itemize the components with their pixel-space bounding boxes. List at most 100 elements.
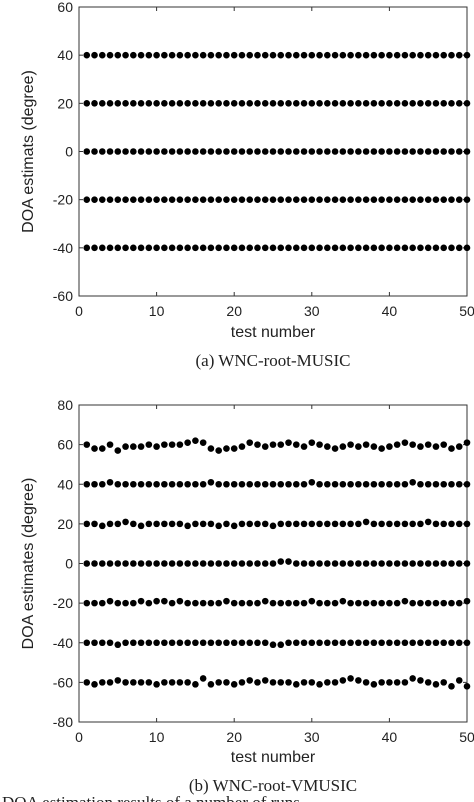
data-point — [137, 148, 145, 155]
data-point — [98, 196, 106, 203]
data-point — [401, 51, 409, 59]
data-point — [114, 51, 122, 59]
data-point — [106, 478, 114, 486]
data-point — [261, 480, 269, 488]
y-tick-label: 60 — [57, 437, 73, 453]
data-point — [362, 244, 370, 252]
data-point — [145, 441, 153, 448]
data-point — [223, 480, 230, 488]
data-point — [91, 560, 98, 567]
data-point — [130, 244, 137, 252]
data-point — [448, 51, 455, 59]
data-point — [230, 196, 238, 203]
data-point — [269, 599, 277, 607]
data-point — [261, 244, 269, 252]
data-point — [432, 244, 440, 252]
data-point — [463, 196, 471, 203]
data-point — [393, 441, 401, 448]
data-point — [207, 681, 215, 688]
data-point — [331, 520, 339, 528]
data-point — [440, 599, 448, 607]
data-point — [106, 244, 114, 252]
data-point — [238, 679, 246, 686]
data-point — [347, 639, 354, 647]
data-point — [378, 480, 385, 488]
data-point — [448, 683, 455, 690]
data-point — [277, 641, 285, 649]
y-tick-label: -60 — [53, 674, 73, 690]
data-point — [168, 520, 176, 528]
data-point — [308, 478, 316, 486]
y-tick-label: 20 — [57, 95, 73, 111]
data-point — [269, 679, 277, 686]
data-point — [230, 522, 238, 530]
data-point — [331, 445, 339, 452]
data-point — [331, 639, 339, 647]
data-point — [440, 100, 448, 107]
data-point — [455, 148, 463, 155]
data-point — [199, 51, 207, 59]
data-point — [98, 100, 106, 107]
data-point — [292, 599, 300, 607]
data-point — [285, 679, 292, 686]
data-point — [83, 480, 91, 488]
data-point — [292, 681, 300, 688]
data-point — [145, 244, 153, 252]
data-point — [215, 522, 222, 530]
data-point — [145, 520, 153, 528]
data-point — [300, 51, 308, 59]
data-point — [91, 51, 98, 59]
data-point — [347, 441, 354, 448]
data-point — [424, 480, 432, 488]
data-point — [184, 439, 191, 446]
data-point — [347, 100, 354, 107]
data-point — [106, 520, 114, 528]
data-point — [424, 518, 432, 526]
data-point — [192, 480, 199, 488]
data-point — [417, 196, 424, 203]
data-point — [393, 560, 401, 567]
data-point — [316, 480, 323, 488]
data-point — [331, 196, 339, 203]
data-point — [339, 480, 347, 488]
data-point — [83, 520, 91, 528]
data-point — [246, 244, 254, 252]
data-point — [432, 443, 440, 450]
data-point — [238, 196, 246, 203]
data-point — [254, 679, 261, 686]
data-point — [432, 148, 440, 155]
data-point — [223, 639, 230, 647]
data-point — [277, 480, 285, 488]
data-point — [192, 560, 199, 567]
data-point — [153, 51, 160, 59]
data-point — [347, 675, 354, 682]
data-point — [199, 100, 207, 107]
data-point — [254, 244, 261, 252]
data-point — [223, 679, 230, 686]
data-point — [463, 560, 471, 567]
data-point — [192, 520, 199, 528]
data-point — [401, 679, 409, 686]
data-point — [277, 599, 285, 607]
data-point — [324, 443, 331, 450]
data-point — [455, 560, 463, 567]
data-point — [161, 51, 168, 59]
data-point — [339, 560, 347, 567]
data-point — [114, 641, 122, 649]
data-point — [223, 597, 230, 605]
data-point — [386, 639, 393, 647]
data-point — [254, 148, 261, 155]
data-point — [440, 196, 448, 203]
data-point — [98, 522, 106, 530]
data-point — [417, 599, 424, 607]
data-point — [285, 148, 292, 155]
data-point — [207, 196, 215, 203]
data-point — [292, 560, 300, 567]
data-point — [331, 560, 339, 567]
data-point — [308, 51, 316, 59]
data-point — [176, 100, 184, 107]
data-point — [153, 196, 160, 203]
data-point — [215, 679, 222, 686]
data-point — [168, 100, 176, 107]
